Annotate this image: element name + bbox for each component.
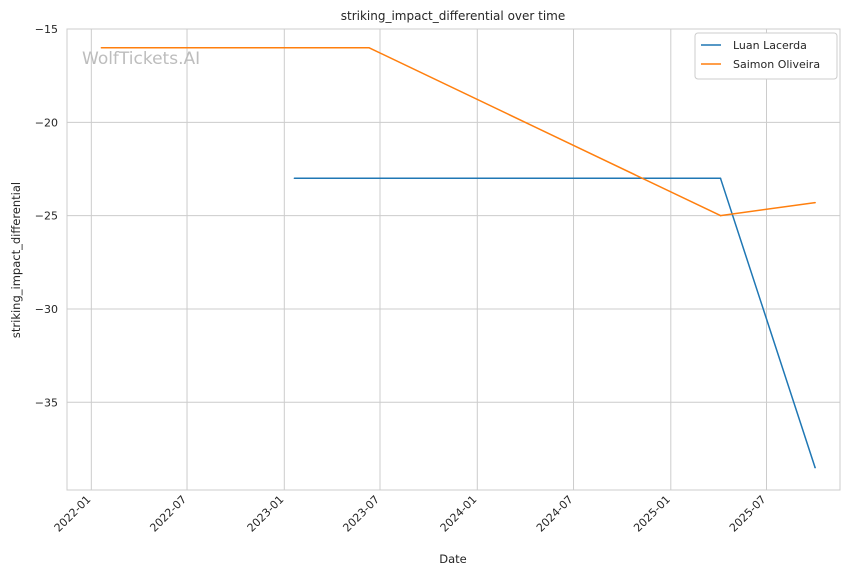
legend-label: Saimon Oliveira — [733, 58, 820, 71]
grid-lines — [67, 28, 840, 490]
chart-title: striking_impact_differential over time — [341, 9, 566, 23]
y-tick-labels: −15 −20 −25 −30 −35 — [35, 23, 58, 409]
legend-box — [694, 32, 838, 80]
legend-label: Luan Lacerda — [733, 39, 807, 52]
data-point — [719, 214, 722, 217]
x-tick-label: 2024-07 — [534, 493, 576, 535]
y-tick-label: −20 — [35, 116, 58, 129]
y-tick-label: −35 — [35, 396, 58, 409]
data-point — [368, 46, 370, 49]
data-point — [814, 201, 816, 204]
data-point — [719, 177, 722, 180]
legend: Luan Lacerda Saimon Oliveira — [694, 32, 838, 80]
series-line-1 — [101, 46, 816, 217]
y-axis-label: striking_impact_differential — [9, 182, 23, 338]
plot-area — [66, 28, 841, 491]
x-tick-label: 2022-01 — [52, 493, 94, 535]
x-tick-labels: 2022-01 2022-07 2023-01 2023-07 2024-01 2024-… — [52, 493, 769, 535]
x-tick-label: 2025-01 — [631, 493, 673, 535]
x-axis-label: Date — [439, 552, 467, 566]
series-line-0 — [294, 177, 816, 468]
data-point — [814, 466, 816, 469]
data-point — [293, 177, 296, 180]
y-tick-label: −30 — [35, 303, 58, 316]
series-layer — [100, 46, 816, 469]
x-tick-label: 2023-07 — [340, 493, 382, 535]
x-tick-label: 2022-07 — [147, 493, 189, 535]
x-tick-label: 2024-01 — [438, 493, 480, 535]
x-tick-label: 2025-07 — [727, 493, 769, 535]
data-point — [100, 46, 103, 49]
watermark: WolfTickets.AI — [82, 49, 200, 69]
y-tick-label: −15 — [35, 23, 58, 36]
y-tick-label: −25 — [35, 210, 58, 223]
x-tick-label: 2023-01 — [245, 493, 287, 535]
